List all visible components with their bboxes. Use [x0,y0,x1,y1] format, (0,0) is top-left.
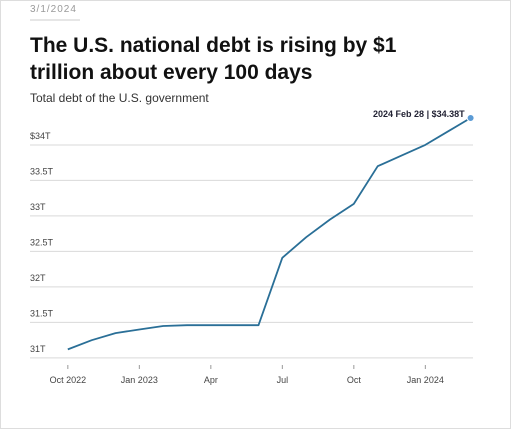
y-tick-label: 32T [30,273,46,283]
y-tick-label: 31T [30,344,46,354]
x-tick-label: Apr [204,375,218,385]
y-tick-label: 31.5T [30,308,54,318]
y-tick-label: 33.5T [30,166,54,176]
end-point [466,113,475,122]
date: 3/1/2024 [30,4,77,15]
chart-subtitle: Total debt of the U.S. government [30,91,209,105]
annotation: 2024 Feb 28 | $34.38T [373,109,465,119]
y-tick-label: $34T [30,131,51,141]
x-tick-label: Oct [347,375,362,385]
y-tick-label: 33T [30,202,46,212]
x-tick-label: Jan 2024 [407,375,444,385]
x-tick-label: Jul [277,375,289,385]
x-tick-label: Oct 2022 [50,375,87,385]
debt-line [67,117,472,351]
y-tick-label: 32.5T [30,237,54,247]
x-tick-label: Jan 2023 [121,375,158,385]
chart-title: The U.S. national debt is rising by $1 tr… [30,34,397,84]
